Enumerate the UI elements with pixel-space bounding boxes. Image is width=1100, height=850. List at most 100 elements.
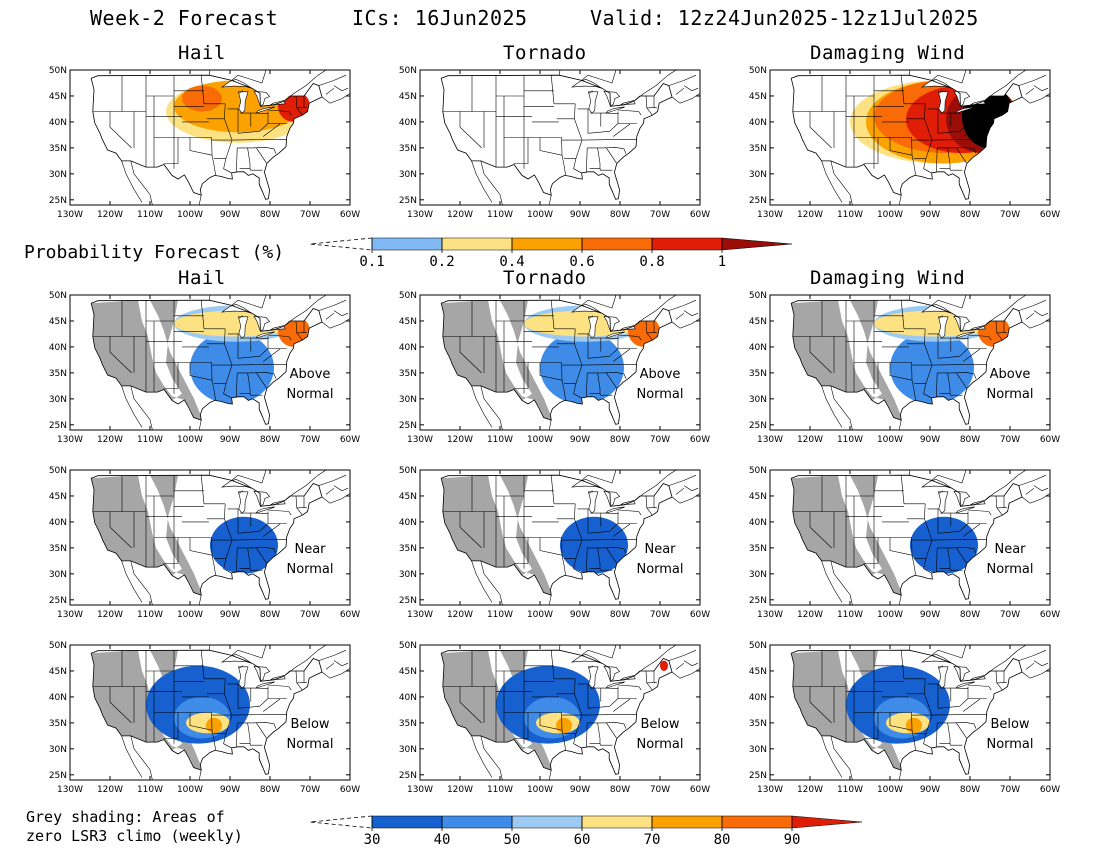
lon-tick-label: 100W: [877, 435, 903, 445]
lon-tick-label: 100W: [877, 610, 903, 620]
state-boundary: [938, 665, 943, 669]
colorbar-segment: [651, 237, 723, 251]
state-boundary: [613, 348, 631, 362]
state-boundary: [587, 531, 610, 534]
state-boundary: [589, 547, 601, 569]
state-boundary: [550, 650, 555, 679]
state-boundary: [231, 139, 287, 141]
lon-tick-label: 130W: [57, 210, 83, 220]
state-boundary: [237, 356, 260, 359]
lon-tick-label: 100W: [527, 785, 553, 795]
category-label: Normal: [636, 387, 683, 402]
lon-tick-label: 70W: [650, 210, 670, 220]
state-boundary: [231, 539, 287, 541]
state-boundary: [296, 107, 307, 109]
conus-outline: [790, 649, 1023, 775]
state-boundary: [588, 490, 593, 494]
state-boundary: [996, 107, 1007, 109]
lon-tick-label: 110W: [487, 435, 513, 445]
colorbar-segment: [441, 815, 513, 829]
state-boundary: [617, 509, 639, 512]
colorbar-segment: [441, 237, 513, 251]
state-boundary: [263, 523, 281, 537]
lon-tick-label: 130W: [57, 785, 83, 795]
state-boundary: [936, 722, 938, 747]
coastline: [908, 69, 911, 76]
state-boundary: [239, 372, 251, 394]
coastline: [318, 299, 347, 311]
great-lake: [570, 653, 602, 664]
lat-tick-label: 45N: [399, 667, 417, 677]
lon-tick-label: 100W: [177, 610, 203, 620]
state-boundary: [239, 547, 251, 569]
colorbar-segment: [511, 237, 583, 251]
lon-tick-label: 110W: [487, 785, 513, 795]
state-boundary: [459, 686, 482, 724]
state-boundary: [586, 547, 588, 572]
category-label: Below: [290, 717, 329, 732]
great-lake: [605, 506, 626, 514]
map-frame: [769, 469, 1051, 606]
state-boundary: [259, 523, 269, 532]
lat-tick-label: 50N: [749, 641, 767, 651]
state-boundary: [936, 372, 938, 397]
lat-tick-label: 40N: [49, 343, 67, 353]
lon-tick-label: 130W: [407, 610, 433, 620]
state-boundary: [617, 334, 639, 337]
coastline: [821, 385, 843, 428]
state-boundary: [936, 147, 938, 172]
colorbar-tick-label: 30: [364, 832, 381, 848]
lon-tick-label: 120W: [447, 435, 473, 445]
state-boundary: [588, 665, 593, 669]
state-boundary: [646, 332, 657, 334]
lon-tick-label: 70W: [1000, 610, 1020, 620]
state-boundary: [645, 320, 654, 341]
state-boundary: [237, 531, 260, 534]
state-boundary: [911, 362, 916, 400]
state-boundary: [459, 111, 482, 149]
lon-tick-label: 60W: [340, 610, 360, 620]
category-label: Normal: [986, 562, 1033, 577]
conus-outline: [440, 649, 673, 775]
lon-tick-label: 110W: [137, 210, 163, 220]
colorbar-tick-label: 0.6: [569, 254, 594, 270]
coastline: [333, 485, 349, 492]
state-boundary: [937, 356, 960, 359]
state-boundary: [561, 137, 566, 175]
lon-tick-label: 100W: [877, 785, 903, 795]
state-boundary: [937, 531, 960, 534]
map-above-tornado: 130W 120W 110W 100W 90W 80W 70W 60W 50N 45N 40N 35N…: [399, 291, 710, 445]
coastline: [558, 644, 561, 651]
lat-tick-label: 35N: [749, 719, 767, 729]
colorbar-tick-label: 1: [718, 254, 726, 270]
lon-tick-label: 70W: [1000, 435, 1020, 445]
state-boundary: [255, 687, 269, 689]
map-frame: [769, 294, 1051, 431]
grey-note-line-2: zero LSR3 climo (weekly): [26, 827, 243, 845]
state-boundary: [605, 687, 619, 689]
coastline: [683, 85, 699, 92]
lon-tick-label: 60W: [690, 610, 710, 620]
coastline: [231, 294, 267, 309]
coastline: [333, 310, 349, 317]
lat-tick-label: 40N: [49, 118, 67, 128]
coastline: [480, 560, 503, 606]
lat-tick-label: 35N: [749, 144, 767, 154]
coastline: [548, 595, 552, 606]
lat-tick-label: 25N: [749, 771, 767, 781]
lat-tick-label: 50N: [49, 466, 67, 476]
column-title-hail: Hail: [178, 42, 226, 64]
coastline: [668, 474, 697, 486]
category-label: Near: [994, 542, 1026, 557]
lon-tick-label: 120W: [97, 610, 123, 620]
state-boundary: [599, 568, 613, 571]
colorbar-segment: [371, 815, 443, 829]
state-boundary: [236, 722, 238, 747]
great-lake: [920, 78, 952, 89]
lat-tick-label: 40N: [749, 518, 767, 528]
state-boundary: [911, 537, 916, 575]
coastline: [1025, 487, 1035, 495]
forecast-region: [182, 85, 222, 112]
state-boundary: [900, 475, 905, 504]
state-boundary: [256, 372, 267, 389]
